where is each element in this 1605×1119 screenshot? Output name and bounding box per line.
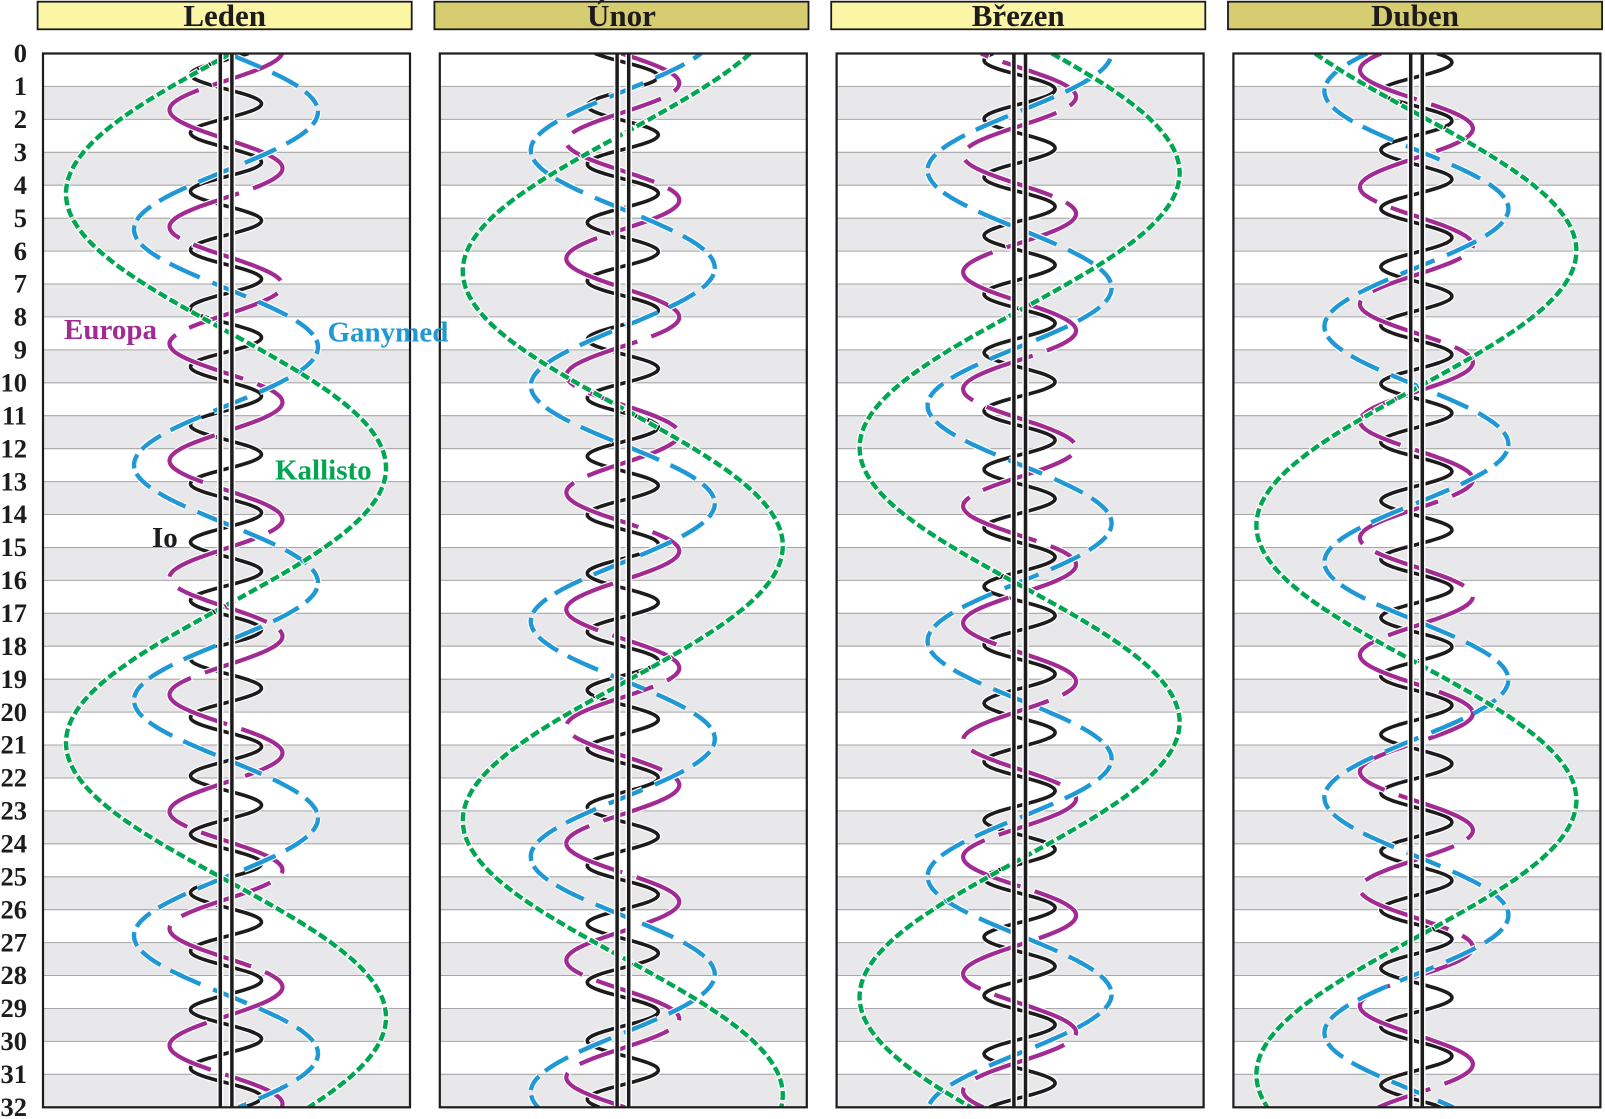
svg-text:27: 27 [1,927,28,957]
svg-text:1: 1 [14,71,27,101]
svg-text:29: 29 [1,993,28,1023]
svg-text:32: 32 [1,1092,28,1119]
svg-text:21: 21 [1,730,28,760]
svg-text:Kallisto: Kallisto [275,455,372,487]
svg-text:18: 18 [1,631,28,661]
svg-text:6: 6 [14,236,27,266]
svg-text:Únor: Únor [587,0,656,33]
svg-text:4: 4 [14,170,27,200]
svg-text:Io: Io [152,522,178,554]
svg-text:13: 13 [1,466,28,496]
svg-text:16: 16 [1,565,28,595]
svg-text:14: 14 [1,499,28,529]
svg-text:2: 2 [14,104,27,134]
svg-text:31: 31 [1,1059,28,1089]
svg-text:0: 0 [14,38,27,68]
svg-text:9: 9 [14,335,27,365]
svg-text:8: 8 [14,302,27,332]
svg-text:30: 30 [1,1026,28,1056]
svg-text:23: 23 [1,796,28,826]
svg-text:17: 17 [1,598,28,628]
svg-text:5: 5 [14,203,27,233]
svg-text:22: 22 [1,763,28,793]
svg-text:Ganymed: Ganymed [328,317,449,349]
svg-text:Europa: Europa [64,314,157,346]
svg-text:Březen: Březen [972,0,1065,33]
svg-text:Duben: Duben [1371,0,1459,33]
svg-text:25: 25 [1,862,28,892]
svg-text:15: 15 [1,532,28,562]
svg-text:Leden: Leden [183,0,266,33]
svg-text:28: 28 [1,960,28,990]
svg-text:12: 12 [1,433,28,463]
svg-text:3: 3 [14,137,27,167]
svg-text:10: 10 [1,368,28,398]
svg-text:7: 7 [14,269,27,299]
svg-text:11: 11 [2,400,27,430]
svg-text:26: 26 [1,894,28,924]
svg-text:19: 19 [1,664,28,694]
svg-text:20: 20 [1,697,28,727]
svg-text:24: 24 [1,829,28,859]
